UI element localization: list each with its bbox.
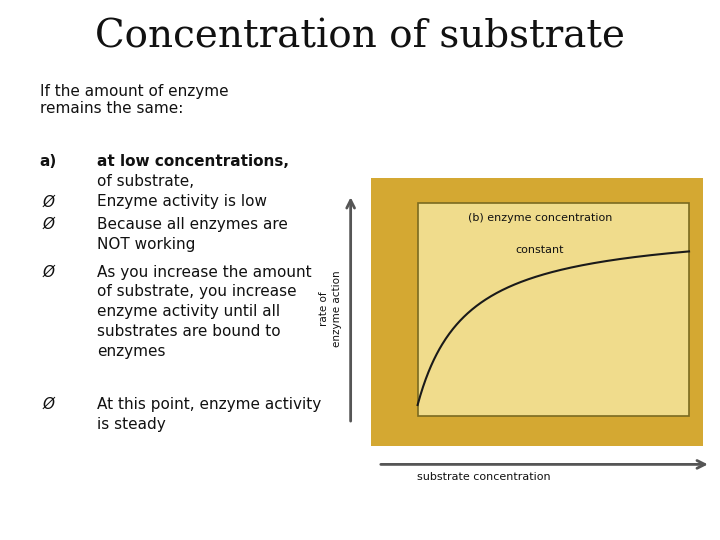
Text: Because all enzymes are
NOT working: Because all enzymes are NOT working <box>97 217 288 252</box>
Text: Ø: Ø <box>43 265 55 280</box>
Text: If the amount of enzyme
remains the same:: If the amount of enzyme remains the same… <box>40 84 228 116</box>
Text: At this point, enzyme activity
is steady: At this point, enzyme activity is steady <box>97 397 321 431</box>
Text: Concentration of substrate: Concentration of substrate <box>95 19 625 56</box>
Text: Ø: Ø <box>43 194 55 210</box>
Text: constant: constant <box>516 245 564 255</box>
Text: rate of
enzyme action: rate of enzyme action <box>319 271 342 347</box>
FancyBboxPatch shape <box>418 202 689 416</box>
Text: of substrate,: of substrate, <box>97 174 194 189</box>
Text: As you increase the amount
of substrate, you increase
enzyme activity until all
: As you increase the amount of substrate,… <box>97 265 312 359</box>
Text: (b) enzyme concentration: (b) enzyme concentration <box>467 213 612 223</box>
Text: Ø: Ø <box>43 217 55 232</box>
Text: a): a) <box>40 154 57 169</box>
Text: Ø: Ø <box>43 397 55 412</box>
FancyBboxPatch shape <box>371 178 703 446</box>
Text: at low concentrations,: at low concentrations, <box>97 154 289 169</box>
Text: substrate concentration: substrate concentration <box>417 472 551 483</box>
Text: Enzyme activity is low: Enzyme activity is low <box>97 194 267 210</box>
